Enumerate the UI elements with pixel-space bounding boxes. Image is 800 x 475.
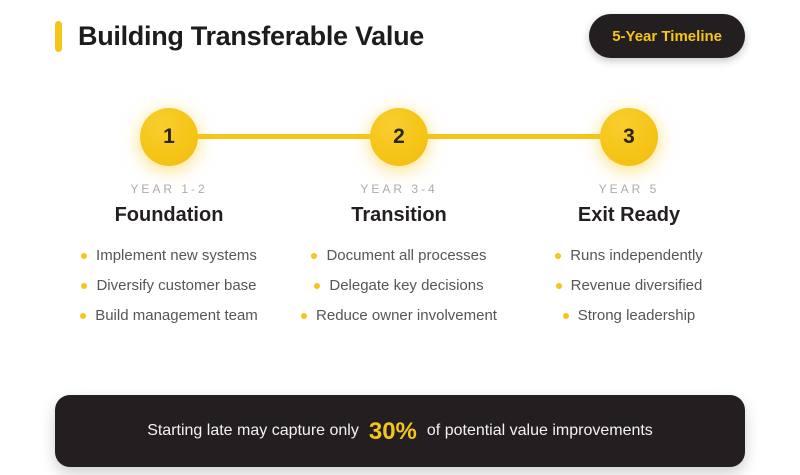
bullet-dot-icon bbox=[562, 313, 569, 319]
footer-highlight: 30% bbox=[368, 418, 417, 445]
stage-title: Transition bbox=[351, 204, 447, 226]
stage-title: Foundation bbox=[114, 204, 224, 226]
bullet-label: Delegate key decisions bbox=[329, 277, 484, 294]
bullet-item: Revenue diversified bbox=[555, 277, 703, 295]
bullet-dot-icon bbox=[555, 253, 562, 259]
bullet-dot-icon bbox=[314, 283, 321, 289]
stage-circle: 3 bbox=[600, 108, 658, 166]
bullet-label: Document all processes bbox=[326, 247, 487, 264]
bullet-label: Runs independently bbox=[570, 247, 703, 264]
stage-number: 3 bbox=[623, 125, 635, 148]
header: Building Transferable Value 5-Year Timel… bbox=[55, 14, 745, 58]
bullet-list: Runs independently Revenue diversified S… bbox=[514, 247, 744, 325]
bullet-label: Implement new systems bbox=[96, 247, 257, 264]
stage-column-transition: 2 YEAR 3-4 Transition Document all proce… bbox=[284, 108, 514, 325]
page-title: Building Transferable Value bbox=[78, 20, 424, 51]
stage-period: YEAR 1-2 bbox=[130, 182, 208, 196]
timeline-badge: 5-Year Timeline bbox=[589, 14, 745, 58]
bullet-label: Build management team bbox=[95, 307, 258, 324]
bullet-label: Revenue diversified bbox=[570, 277, 703, 294]
stage-circle: 2 bbox=[370, 108, 428, 166]
bullet-item: Reduce owner involvement bbox=[301, 307, 497, 325]
bullet-label: Reduce owner involvement bbox=[316, 307, 497, 324]
timeline-stages: 1 YEAR 1-2 Foundation Implement new syst… bbox=[54, 108, 744, 325]
bullet-item: Build management team bbox=[80, 307, 258, 325]
title-accent-bar bbox=[55, 20, 62, 52]
bullet-item: Delegate key decisions bbox=[314, 277, 484, 295]
bullet-list: Implement new systems Diversify customer… bbox=[54, 247, 284, 325]
bullet-dot-icon bbox=[311, 253, 318, 259]
bullet-dot-icon bbox=[81, 283, 88, 289]
stage-number: 1 bbox=[163, 125, 175, 148]
bullet-dot-icon bbox=[81, 253, 88, 259]
bullet-item: Diversify customer base bbox=[81, 277, 257, 295]
stage-column-exit-ready: 3 YEAR 5 Exit Ready Runs independently R… bbox=[514, 108, 744, 325]
footer-text-prefix: Starting late may capture only bbox=[147, 422, 359, 439]
footer-text-suffix: of potential value improvements bbox=[426, 422, 653, 439]
stage-column-foundation: 1 YEAR 1-2 Foundation Implement new syst… bbox=[54, 108, 284, 325]
stage-period: YEAR 5 bbox=[598, 182, 660, 196]
bullet-item: Document all processes bbox=[311, 247, 487, 265]
stage-period: YEAR 3-4 bbox=[360, 182, 438, 196]
stage-circle: 1 bbox=[140, 108, 198, 166]
stage-number: 2 bbox=[393, 125, 405, 148]
bullet-label: Strong leadership bbox=[577, 307, 696, 324]
footer-banner: Starting late may capture only 30% of po… bbox=[55, 395, 745, 467]
bullet-item: Implement new systems bbox=[81, 247, 257, 265]
bullet-dot-icon bbox=[555, 283, 562, 289]
bullet-dot-icon bbox=[80, 313, 87, 319]
bullet-label: Diversify customer base bbox=[96, 277, 257, 294]
bullet-dot-icon bbox=[301, 313, 308, 319]
stage-title: Exit Ready bbox=[577, 204, 681, 226]
bullet-item: Strong leadership bbox=[562, 307, 696, 325]
bullet-item: Runs independently bbox=[555, 247, 703, 265]
bullet-list: Document all processes Delegate key deci… bbox=[284, 247, 514, 325]
